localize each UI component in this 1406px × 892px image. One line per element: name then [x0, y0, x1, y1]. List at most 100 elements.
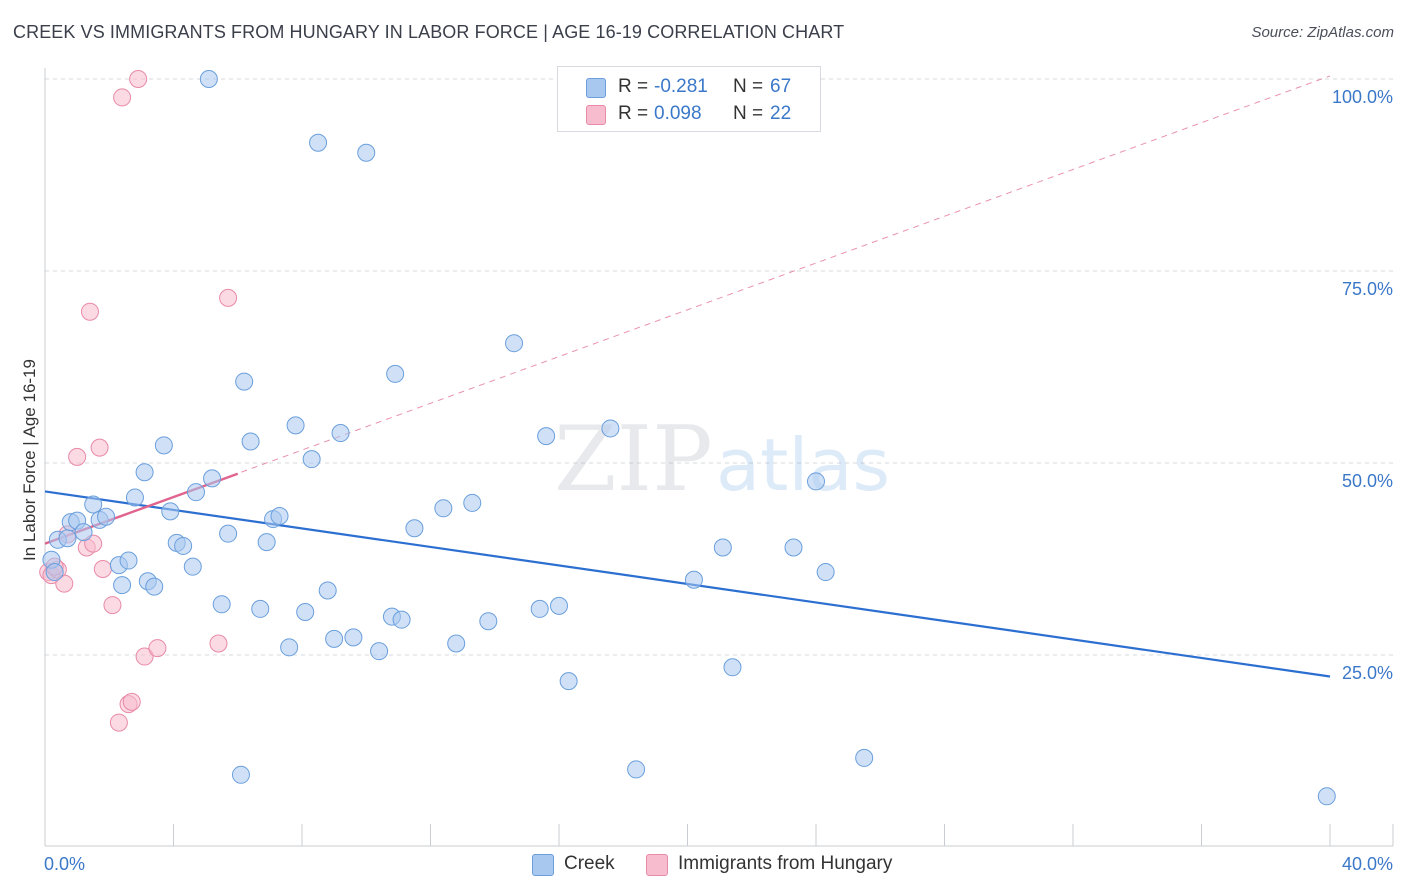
watermark-zip: ZIP	[554, 407, 713, 512]
legend-r-label: R =	[618, 103, 649, 124]
creek-legend-swatch	[532, 854, 554, 876]
creek-point	[296, 602, 315, 621]
legend-r-value: -0.281	[654, 76, 708, 97]
chart-title: CREEK VS IMMIGRANTS FROM HUNGARY IN LABO…	[13, 22, 845, 42]
creek-point	[627, 760, 646, 779]
legend-row-creek: R = -0.281 N = 67	[558, 74, 820, 100]
hungary-point	[80, 302, 99, 321]
creek-point	[550, 596, 568, 615]
creek-point	[212, 595, 231, 614]
hungary-point	[93, 559, 112, 578]
creek-point	[84, 495, 103, 514]
x-tick-label: 40.0%	[1342, 854, 1393, 874]
hungary-point	[219, 288, 238, 307]
hungary-point	[84, 534, 103, 553]
legend-r-label: R =	[618, 76, 649, 97]
creek-point	[45, 563, 64, 582]
hungary-trend-extension	[44, 75, 1331, 545]
legend-n-label: N =	[733, 103, 764, 124]
creek-point	[370, 642, 389, 661]
watermark: ZIP atlas	[554, 407, 890, 512]
hungary-legend-swatch	[646, 854, 668, 876]
creek-points	[42, 70, 1336, 806]
legend-n-value: 67	[770, 76, 792, 97]
y-axis-label: In Labor Force | Age 16-19	[20, 359, 39, 561]
creek-point	[807, 472, 825, 491]
hungary-point	[122, 692, 141, 711]
creek-point	[302, 450, 321, 469]
creek-point	[434, 499, 453, 518]
hungary-point	[109, 713, 128, 732]
creek-point	[318, 581, 337, 600]
legend-r-value: 0.098	[654, 103, 702, 124]
creek-point	[357, 143, 376, 162]
legend-n-value: 22	[770, 103, 792, 124]
creek-point	[203, 469, 222, 488]
creek-point	[183, 557, 202, 576]
creek-point	[405, 519, 424, 538]
hungary-legend-label: Immigrants from Hungary	[678, 853, 893, 874]
creek-point	[392, 610, 411, 629]
hungary-point	[209, 634, 228, 653]
tick-labels: 25.0% 50.0% 75.0% 100.0% 0.0% 40.0%	[44, 87, 1393, 874]
creek-point	[684, 570, 703, 589]
creek-point	[816, 563, 835, 582]
creek-point	[537, 427, 556, 446]
creek-point	[174, 536, 193, 555]
creek-point	[135, 463, 154, 482]
creek-point	[257, 533, 276, 552]
creek-swatch	[586, 78, 606, 98]
creek-point	[280, 638, 299, 657]
creek-point	[784, 538, 803, 557]
correlation-legend: R = -0.281 N = 67 R = 0.098 N = 22	[557, 66, 821, 132]
hungary-point	[68, 447, 87, 466]
hungary-points	[39, 70, 238, 732]
creek-point	[559, 672, 578, 691]
creek-point	[331, 424, 350, 443]
creek-point	[723, 658, 742, 677]
gridlines	[45, 78, 1393, 656]
hungary-point	[55, 574, 74, 593]
hungary-swatch	[586, 105, 606, 125]
creek-point	[325, 629, 344, 648]
x-tick-label: 0.0%	[44, 854, 85, 874]
creek-point	[251, 599, 270, 618]
hungary-point	[148, 639, 167, 658]
legend-row-hungary: R = 0.098 N = 22	[558, 101, 820, 127]
creek-point	[601, 419, 620, 438]
creek-point	[113, 576, 132, 595]
y-tick-label: 50.0%	[1342, 471, 1393, 491]
creek-point	[161, 502, 180, 521]
creek-point	[344, 628, 363, 647]
creek-legend-label: Creek	[564, 853, 615, 874]
hungary-point	[135, 647, 154, 666]
watermark-atlas: atlas	[716, 423, 890, 507]
creek-point	[309, 133, 328, 152]
hungary-point	[103, 596, 122, 615]
axes	[44, 68, 1394, 847]
creek-point	[241, 432, 260, 451]
creek-point	[270, 506, 289, 525]
creek-point	[97, 507, 116, 526]
y-tick-label: 75.0%	[1342, 279, 1393, 299]
creek-point	[479, 612, 498, 631]
creek-point	[231, 765, 250, 784]
legend-n-label: N =	[733, 76, 764, 97]
creek-point	[125, 488, 144, 507]
creek-point	[505, 334, 524, 353]
creek-point	[186, 483, 205, 502]
hungary-point	[129, 70, 148, 88]
hungary-point	[90, 438, 109, 457]
creek-point	[386, 364, 405, 383]
creek-point	[235, 372, 254, 391]
hungary-point	[113, 88, 132, 107]
creek-point	[1317, 787, 1336, 806]
source-label: Source: ZipAtlas.com	[1251, 24, 1394, 41]
creek-point	[119, 551, 138, 570]
creek-point	[713, 538, 732, 557]
creek-point	[286, 416, 305, 435]
creek-point	[530, 599, 549, 618]
creek-point	[447, 634, 466, 653]
creek-point	[199, 70, 218, 88]
